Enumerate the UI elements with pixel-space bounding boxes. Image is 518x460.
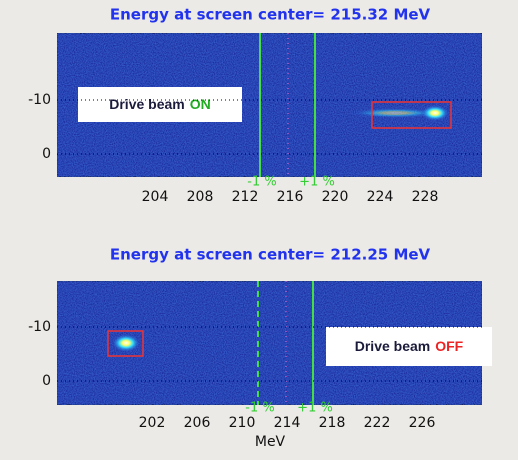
y-tick-label: 0: [42, 373, 51, 389]
x-tick-label: 204: [142, 189, 169, 205]
x-tick-label: 216: [277, 189, 304, 205]
x-axis-label: MeV: [255, 434, 286, 450]
x-tick-label: 228: [412, 189, 439, 205]
beam-spot: [421, 105, 449, 121]
x-tick-label: 212: [232, 189, 259, 205]
figure: Energy at screen center= 215.32 MeV Driv…: [0, 0, 518, 460]
x-tick-label: 206: [184, 415, 211, 431]
x-tick-label: 210: [229, 415, 256, 431]
label-status: ON: [190, 96, 211, 112]
label: Drive beam OFF: [355, 338, 464, 354]
panel-title: Energy at screen center= 212.25 MeV: [110, 246, 431, 264]
x-tick-label: 202: [139, 415, 166, 431]
x-tick-label: 224: [367, 189, 394, 205]
y-tick-label: -10: [28, 92, 51, 108]
y-tick-label: 0: [42, 146, 51, 162]
marker-label: -1 %: [245, 401, 274, 416]
x-tick-label: 214: [274, 415, 301, 431]
marker-label: +1 %: [297, 401, 333, 416]
marker-label: +1 %: [299, 175, 335, 190]
marker-label: -1 %: [247, 175, 276, 190]
beam-spot: [112, 334, 140, 352]
x-tick-label: 220: [322, 189, 349, 205]
x-tick-label: 208: [187, 189, 214, 205]
x-tick-label: 226: [409, 415, 436, 431]
label-text: Drive beam: [109, 96, 184, 112]
label-status: OFF: [435, 338, 463, 354]
label: Drive beam ON: [109, 96, 210, 112]
label-text: Drive beam: [355, 338, 430, 354]
x-tick-label: 218: [319, 415, 346, 431]
x-tick-label: 222: [364, 415, 391, 431]
panel-title: Energy at screen center= 215.32 MeV: [110, 6, 431, 24]
y-tick-label: -10: [28, 319, 51, 335]
